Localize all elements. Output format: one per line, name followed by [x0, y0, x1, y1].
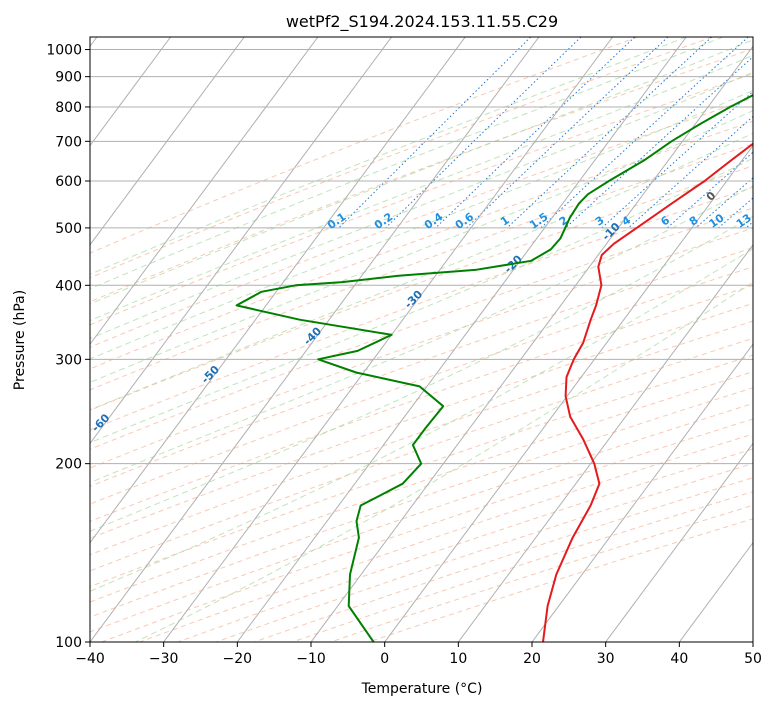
isotherm [90, 37, 540, 642]
dewpoint-line [235, 93, 753, 642]
mixing-ratio-line [565, 56, 753, 229]
dry-adiabat [90, 37, 638, 254]
mixing-ratio-line [768, 37, 775, 228]
moist-adiabat [90, 215, 753, 532]
mixing-ratio-label: 3 [593, 214, 607, 229]
dry-adiabat [90, 165, 753, 411]
y-axis-label: Pressure (hPa) [12, 290, 28, 390]
mixing-ratio-line [385, 37, 582, 229]
isotherm [90, 37, 245, 246]
dry-adiabat [139, 433, 753, 642]
moist-adiabat [135, 281, 753, 642]
dry-adiabat [330, 504, 753, 642]
mixing-ratio-line [745, 221, 753, 229]
isotherm [90, 37, 466, 544]
y-tick-label: 500 [55, 221, 82, 237]
x-tick-label: −20 [223, 651, 253, 667]
x-tick-label: 10 [449, 651, 467, 667]
dry-adiabat [90, 266, 753, 505]
dry-adiabat [90, 371, 753, 603]
mixing-ratio-line [506, 37, 713, 229]
y-tick-label: 900 [55, 70, 82, 86]
moist-adiabat [90, 37, 724, 290]
isotherm-label: -70 [0, 460, 3, 483]
dry-adiabat [90, 120, 753, 370]
moist-adiabat [90, 185, 753, 484]
isotherm [605, 442, 753, 642]
y-tick-label: 300 [55, 352, 82, 368]
dry-adiabat [90, 320, 753, 556]
y-tick-label: 700 [55, 134, 82, 150]
isotherm-label: -60 [89, 411, 112, 434]
mixing-ratio-label: 0.4 [422, 210, 446, 232]
x-tick-label: 20 [523, 651, 541, 667]
x-tick-label: −40 [75, 651, 105, 667]
isotherm-label: -50 [199, 363, 222, 386]
dry-adiabat [90, 402, 753, 633]
isotherm [457, 244, 753, 642]
y-tick-label: 800 [55, 100, 82, 116]
mixing-ratio-label: 13 [734, 211, 754, 230]
dry-adiabat [90, 143, 753, 391]
x-tick-label: 30 [597, 651, 615, 667]
isotherm [384, 144, 753, 642]
mixing-ratio-line [338, 37, 532, 229]
y-tick-label: 200 [55, 457, 82, 473]
y-tick-label: 100 [55, 635, 82, 651]
mixing-ratio-line [601, 90, 753, 229]
y-tick-label: 1000 [46, 43, 82, 59]
mixing-ratio-line [666, 151, 753, 229]
moist-adiabat [90, 71, 753, 340]
dry-adiabat [215, 462, 753, 642]
isotherm [90, 37, 392, 445]
mixing-ratio-label: 0.2 [372, 210, 395, 232]
moist-adiabat [90, 89, 753, 360]
y-tick-label: 400 [55, 278, 82, 294]
x-tick-label: 50 [744, 651, 762, 667]
temperature-line [542, 142, 753, 642]
x-tick-label: 40 [670, 651, 688, 667]
x-axis-label: Temperature (°C) [361, 681, 483, 697]
x-tick-label: −10 [296, 651, 326, 667]
dry-adiabat [254, 477, 753, 642]
isotherm [236, 37, 687, 642]
isotherm-label: -30 [402, 288, 425, 311]
dry-adiabat [292, 491, 753, 642]
dry-adiabat [90, 48, 753, 303]
mixing-ratio-label: 4 [620, 213, 634, 228]
mixing-ratio-label: 1 [498, 214, 512, 229]
dry-adiabat [90, 207, 753, 450]
isotherm [531, 343, 753, 642]
x-tick-label: 0 [380, 651, 389, 667]
moist-adiabat [90, 157, 753, 444]
isotherm [752, 641, 753, 642]
mixing-ratio-line [466, 37, 669, 229]
dry-adiabat [101, 418, 753, 642]
plot-frame [89, 36, 754, 643]
isotherm-label: 0 [704, 189, 719, 204]
mixing-ratio-label: 16 [756, 211, 775, 231]
isotherm [90, 37, 319, 345]
moist-adiabat [90, 132, 753, 411]
mixing-ratio-line [435, 37, 636, 229]
mixing-ratio-label: 1.5 [527, 210, 550, 232]
x-tick-label: −30 [149, 651, 179, 667]
isotherm [163, 37, 613, 642]
dry-adiabat [90, 37, 713, 279]
dry-adiabat [90, 354, 753, 588]
isotherm [90, 37, 171, 147]
isotherm-label: -40 [301, 324, 324, 347]
mixing-ratio-label: 0.1 [325, 210, 348, 232]
mixing-ratio-label: 6 [658, 213, 672, 228]
y-tick-label: 600 [55, 174, 82, 190]
isotherm [310, 45, 753, 642]
chart-title: wetPf2_S194.2024.153.11.55.C29 [286, 12, 558, 32]
